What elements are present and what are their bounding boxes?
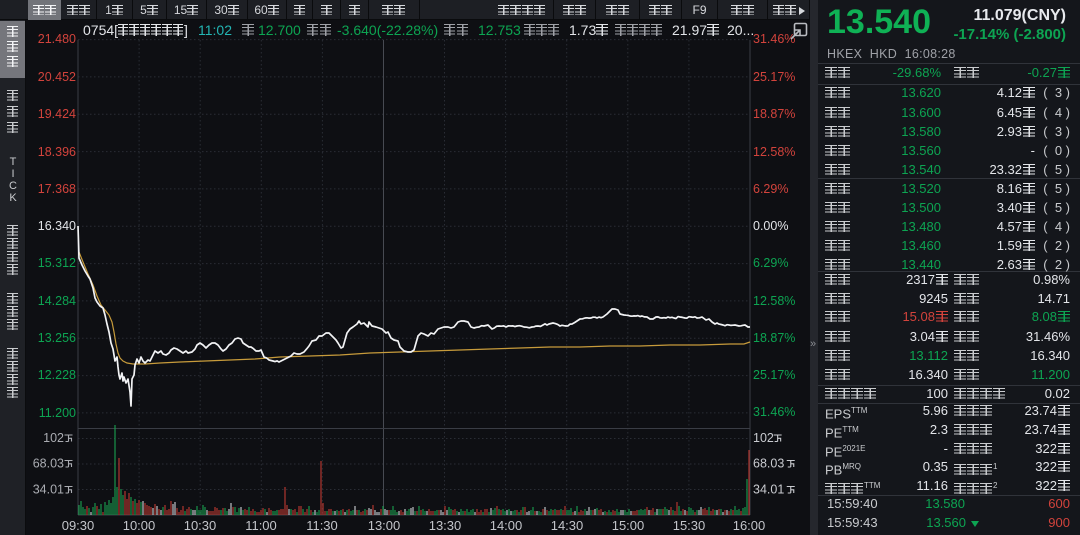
svg-text:13:00: 13:00 bbox=[368, 518, 401, 533]
svg-text:11:30: 11:30 bbox=[306, 518, 338, 533]
svg-text:18.396: 18.396 bbox=[38, 145, 76, 159]
svg-text:13:30: 13:30 bbox=[429, 518, 462, 533]
svg-text:15:00: 15:00 bbox=[612, 518, 645, 533]
svg-text:15:30: 15:30 bbox=[673, 518, 706, 533]
svg-text:18.87%: 18.87% bbox=[753, 331, 795, 345]
svg-text:34.01: 34.01 bbox=[753, 483, 784, 497]
svg-text:25.17%: 25.17% bbox=[753, 70, 795, 84]
svg-text:14:00: 14:00 bbox=[490, 518, 523, 533]
svg-text:102: 102 bbox=[43, 431, 64, 445]
svg-text:17.368: 17.368 bbox=[38, 182, 76, 196]
svg-text:6.29%: 6.29% bbox=[753, 256, 788, 270]
svg-text:31.46%: 31.46% bbox=[753, 405, 795, 419]
svg-text:25.17%: 25.17% bbox=[753, 368, 795, 382]
svg-text:14:30: 14:30 bbox=[551, 518, 584, 533]
svg-text:68.03: 68.03 bbox=[753, 457, 784, 471]
svg-text:11:00: 11:00 bbox=[245, 518, 277, 533]
svg-text:18.87%: 18.87% bbox=[753, 107, 795, 121]
svg-text:15.312: 15.312 bbox=[38, 256, 76, 270]
svg-text:34.01: 34.01 bbox=[33, 483, 64, 497]
svg-text:20.452: 20.452 bbox=[38, 70, 76, 84]
svg-text:12.58%: 12.58% bbox=[753, 145, 795, 159]
svg-text:68.03: 68.03 bbox=[33, 457, 64, 471]
svg-text:21.480: 21.480 bbox=[38, 32, 76, 46]
svg-text:102: 102 bbox=[753, 431, 774, 445]
svg-text:0.00%: 0.00% bbox=[753, 219, 788, 233]
svg-text:12.228: 12.228 bbox=[38, 368, 76, 382]
svg-text:11.200: 11.200 bbox=[39, 406, 76, 420]
svg-text:13.256: 13.256 bbox=[38, 331, 76, 345]
svg-text:31.46%: 31.46% bbox=[753, 32, 795, 46]
svg-text:10:30: 10:30 bbox=[184, 518, 217, 533]
svg-text:19.424: 19.424 bbox=[38, 107, 76, 121]
svg-text:16:00: 16:00 bbox=[733, 518, 766, 533]
svg-text:10:00: 10:00 bbox=[123, 518, 156, 533]
svg-text:14.284: 14.284 bbox=[38, 294, 76, 308]
svg-text:12.58%: 12.58% bbox=[753, 294, 795, 308]
svg-text:6.29%: 6.29% bbox=[753, 182, 788, 196]
svg-text:09:30: 09:30 bbox=[62, 518, 95, 533]
svg-text:16.340: 16.340 bbox=[38, 219, 76, 233]
